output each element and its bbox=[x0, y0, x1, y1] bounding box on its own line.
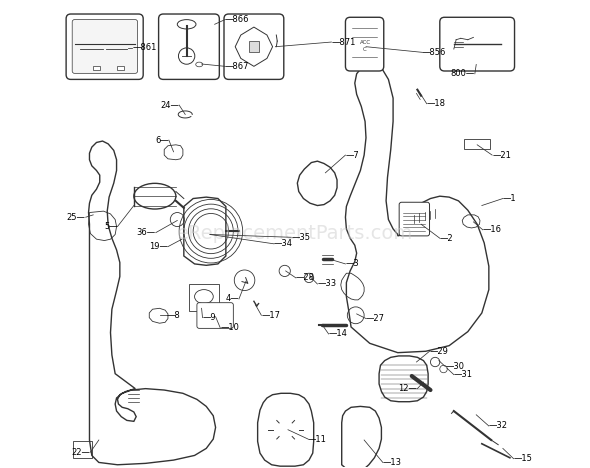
Text: 800—: 800— bbox=[451, 69, 475, 78]
Text: —10: —10 bbox=[220, 323, 239, 332]
FancyBboxPatch shape bbox=[399, 202, 430, 236]
Text: 25—: 25— bbox=[67, 212, 86, 222]
Text: —27: —27 bbox=[366, 314, 385, 323]
Text: —871: —871 bbox=[332, 37, 356, 46]
Bar bbox=[117, 66, 123, 70]
Text: —9: —9 bbox=[202, 313, 216, 322]
Text: 22—: 22— bbox=[71, 448, 90, 457]
Text: —866: —866 bbox=[225, 15, 250, 24]
Text: —13: —13 bbox=[383, 458, 402, 467]
Text: —867: —867 bbox=[225, 62, 250, 71]
FancyBboxPatch shape bbox=[66, 14, 143, 80]
Text: —18: —18 bbox=[427, 99, 445, 108]
FancyBboxPatch shape bbox=[440, 17, 514, 71]
Text: —29: —29 bbox=[430, 347, 448, 356]
Text: —7: —7 bbox=[346, 151, 359, 160]
Text: —31: —31 bbox=[454, 370, 473, 379]
Bar bbox=[249, 41, 258, 52]
Text: ACC: ACC bbox=[359, 40, 371, 45]
Text: —1: —1 bbox=[503, 194, 516, 203]
Text: —856: —856 bbox=[422, 48, 447, 57]
Text: 5—: 5— bbox=[104, 222, 117, 231]
Text: —2: —2 bbox=[440, 234, 454, 243]
FancyBboxPatch shape bbox=[346, 17, 384, 71]
Text: —16: —16 bbox=[483, 225, 501, 234]
Text: —33: —33 bbox=[317, 279, 336, 288]
Text: eReplacementParts.com: eReplacementParts.com bbox=[177, 224, 413, 243]
Text: —34: —34 bbox=[274, 239, 293, 249]
Text: —17: —17 bbox=[261, 311, 280, 320]
Text: 19—: 19— bbox=[149, 242, 168, 251]
Text: —35: —35 bbox=[291, 233, 310, 242]
Text: —861: —861 bbox=[132, 43, 157, 52]
FancyBboxPatch shape bbox=[197, 303, 233, 329]
Text: —14: —14 bbox=[329, 329, 348, 338]
Bar bbox=[188, 284, 219, 311]
Text: 36—: 36— bbox=[137, 228, 156, 237]
FancyBboxPatch shape bbox=[159, 14, 219, 80]
Text: —28: —28 bbox=[296, 273, 315, 282]
Text: —8: —8 bbox=[166, 311, 181, 320]
Text: 6—: 6— bbox=[155, 136, 169, 145]
Text: —15: —15 bbox=[514, 454, 533, 463]
Text: 4—: 4— bbox=[225, 294, 239, 303]
Text: —11: —11 bbox=[308, 435, 327, 444]
Bar bbox=[93, 66, 100, 70]
Text: C: C bbox=[363, 46, 367, 51]
FancyBboxPatch shape bbox=[224, 14, 284, 80]
Text: 12—: 12— bbox=[398, 384, 417, 393]
Text: —3: —3 bbox=[346, 259, 359, 269]
Text: —32: —32 bbox=[489, 422, 508, 431]
FancyBboxPatch shape bbox=[72, 20, 137, 73]
Text: —30: —30 bbox=[445, 362, 464, 371]
Text: —21: —21 bbox=[492, 151, 511, 160]
Text: 24—: 24— bbox=[160, 101, 179, 110]
